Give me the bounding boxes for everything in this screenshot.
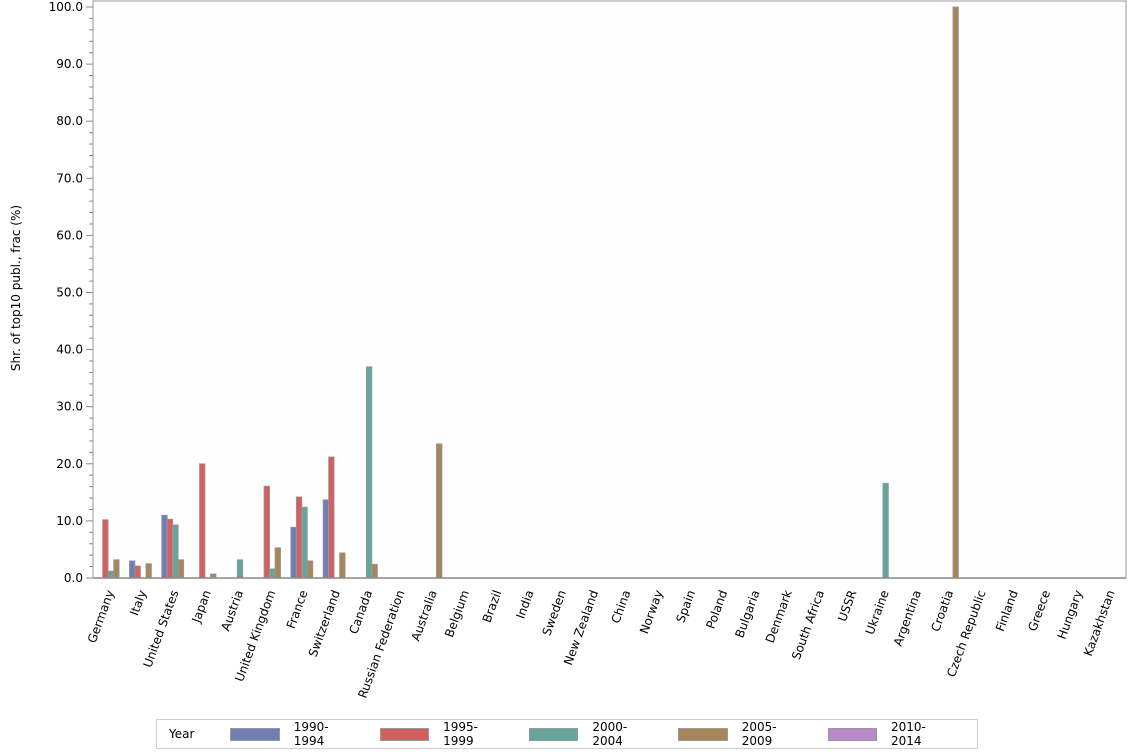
x-tick-label: Poland bbox=[703, 588, 730, 630]
bar bbox=[177, 559, 185, 579]
legend: Year 1990-1994 1995-1999 2000-2004 2005-… bbox=[156, 719, 978, 749]
bar bbox=[269, 568, 276, 579]
y-tick-label: 10.0 bbox=[56, 514, 83, 528]
bar bbox=[113, 559, 120, 579]
y-tick-label: 50.0 bbox=[56, 286, 83, 300]
legend-swatch bbox=[379, 727, 430, 741]
bar bbox=[322, 499, 330, 579]
legend-swatch bbox=[230, 727, 280, 741]
bar bbox=[306, 560, 314, 579]
bar bbox=[339, 552, 346, 579]
x-tick-label: South Africa bbox=[789, 588, 827, 661]
legend-item-2005-2009: 2005-2009 bbox=[678, 720, 803, 748]
legend-swatch bbox=[529, 727, 579, 741]
y-tick-label: 40.0 bbox=[56, 343, 83, 357]
bar bbox=[166, 518, 174, 579]
x-tick-label: Austria bbox=[218, 588, 246, 633]
x-tick-label: Switzerland bbox=[306, 588, 343, 659]
x-tick-label: Argentina bbox=[891, 588, 924, 648]
y-tick-label: 60.0 bbox=[56, 228, 83, 242]
x-tick-label: Brazil bbox=[480, 588, 505, 624]
x-tick-label: Spain bbox=[673, 588, 698, 624]
y-tick-label: 70.0 bbox=[56, 171, 83, 185]
x-tick-label: Croatia bbox=[928, 588, 956, 633]
bar bbox=[295, 496, 303, 579]
x-tick-label: Bulgaria bbox=[732, 588, 762, 640]
bar bbox=[290, 526, 297, 579]
bar bbox=[102, 519, 109, 579]
x-tick-label: Germany bbox=[85, 588, 117, 645]
x-tick-label: Ukraine bbox=[863, 588, 892, 636]
x-tick-label: Hungary bbox=[1055, 588, 1086, 641]
legend-title: Year bbox=[169, 727, 195, 741]
bar bbox=[145, 563, 152, 579]
x-tick-label: China bbox=[609, 588, 634, 625]
bar bbox=[134, 565, 141, 579]
bar-chart: 0.0 10.0 20.0 30.0 40.0 50.0 60.0 70.0 80.0 90.0 1… bbox=[9, 0, 1127, 700]
x-tick-label: Italy bbox=[127, 588, 149, 617]
bar bbox=[371, 563, 378, 579]
y-tick-label: 90.0 bbox=[56, 57, 83, 71]
x-tick-label: Japan bbox=[189, 588, 214, 625]
x-tick-label: Australia bbox=[408, 588, 439, 643]
bar bbox=[172, 524, 179, 579]
bar bbox=[952, 6, 959, 579]
x-tick-label: Belgium bbox=[442, 588, 472, 639]
legend-item-1995-1999: 1995-1999 bbox=[379, 720, 505, 748]
bar bbox=[199, 463, 206, 579]
legend-item-2000-2004: 2000-2004 bbox=[529, 720, 654, 748]
legend-swatch bbox=[678, 727, 728, 741]
x-tick-label: USSR bbox=[835, 588, 859, 623]
y-tick-label: 100.0 bbox=[49, 0, 83, 14]
y-tick-label: 80.0 bbox=[56, 114, 83, 128]
bar bbox=[274, 547, 281, 579]
y-tick-label: 30.0 bbox=[56, 400, 83, 414]
x-tick-label: Finland bbox=[993, 588, 1021, 633]
bar bbox=[161, 514, 168, 579]
bar bbox=[301, 506, 308, 579]
x-tick-label: Canada bbox=[346, 588, 375, 636]
x-tick-label: New Zealand bbox=[561, 588, 601, 667]
bar bbox=[107, 570, 115, 579]
legend-item-2010-2014: 2010-2014 bbox=[827, 720, 953, 748]
x-tick-label: Sweden bbox=[540, 588, 569, 637]
x-tick-label: Kazakhstan bbox=[1081, 588, 1118, 658]
plot-area bbox=[92, 0, 1127, 579]
x-tick-label: Greece bbox=[1025, 588, 1053, 633]
bar bbox=[236, 559, 244, 579]
x-tick-label: United States bbox=[141, 588, 182, 669]
bar bbox=[882, 482, 889, 579]
legend-swatch bbox=[827, 727, 878, 741]
y-tick-label: 0.0 bbox=[64, 571, 83, 585]
x-tick-label: Denmark bbox=[763, 588, 795, 645]
y-axis-label: Shr. of top10 publ., frac (%) bbox=[9, 205, 23, 371]
x-tick-label: Norway bbox=[637, 588, 666, 636]
bar bbox=[263, 485, 270, 579]
legend-item-1990-1994: 1990-1994 bbox=[230, 720, 355, 748]
x-tick-label: India bbox=[513, 588, 536, 620]
bar bbox=[436, 443, 443, 579]
bar bbox=[365, 366, 373, 579]
y-tick-label: 20.0 bbox=[56, 457, 83, 471]
bar bbox=[129, 560, 136, 579]
x-tick-label: France bbox=[284, 588, 311, 630]
bar bbox=[328, 456, 335, 579]
